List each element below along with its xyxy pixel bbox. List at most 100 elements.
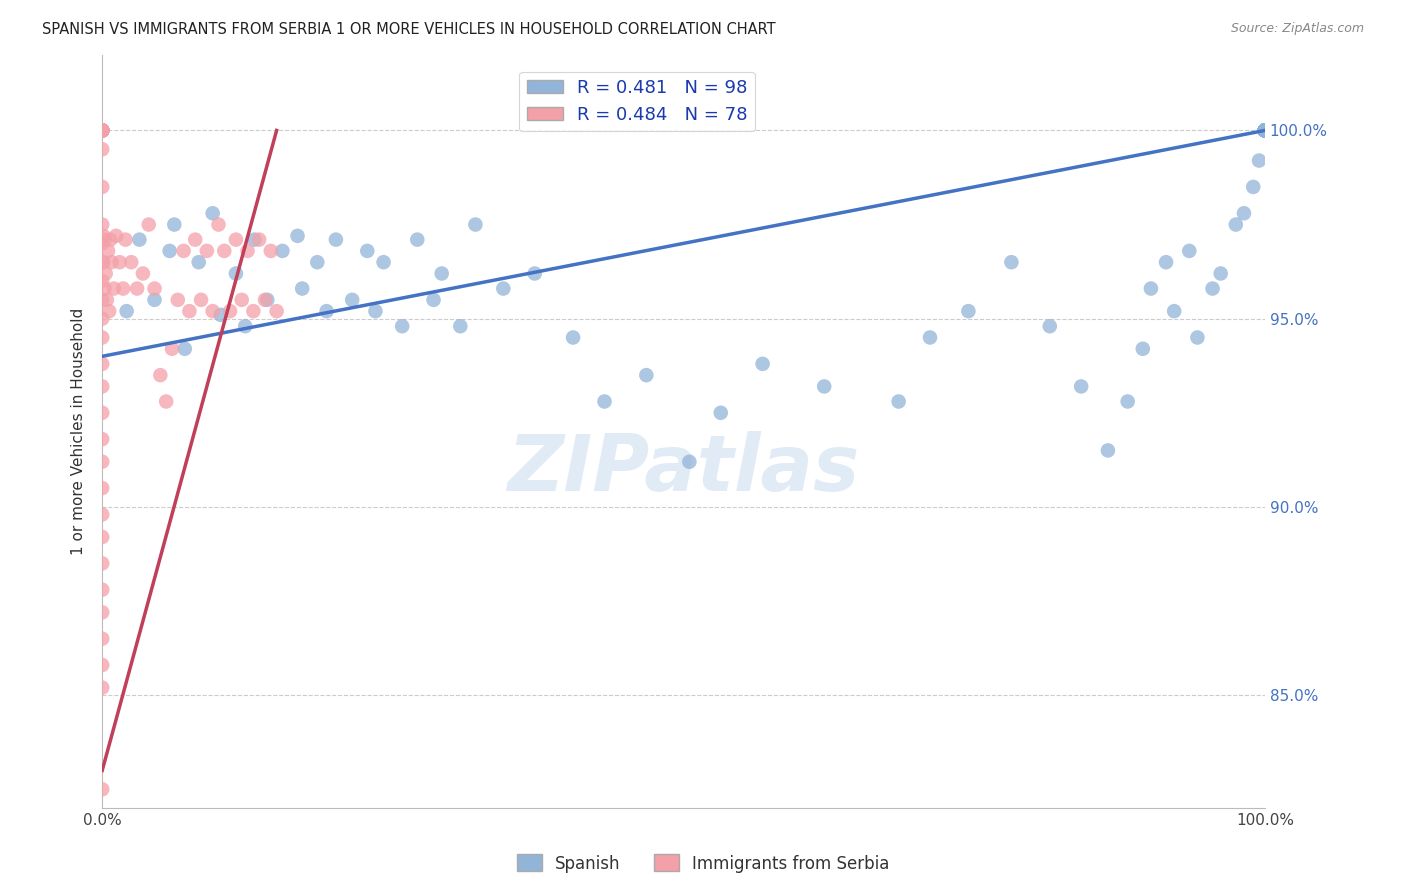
- Point: [242, 304, 264, 318]
- Point: [315, 304, 337, 318]
- Point: [1254, 123, 1277, 137]
- Point: [253, 293, 276, 307]
- Point: [91, 658, 114, 673]
- Point: [91, 123, 114, 137]
- Point: [1201, 281, 1223, 295]
- Point: [1254, 123, 1277, 137]
- Text: SPANISH VS IMMIGRANTS FROM SERBIA 1 OR MORE VEHICLES IN HOUSEHOLD CORRELATION CH: SPANISH VS IMMIGRANTS FROM SERBIA 1 OR M…: [42, 22, 776, 37]
- Point: [91, 379, 114, 393]
- Point: [1254, 123, 1277, 137]
- Point: [96, 293, 118, 307]
- Point: [1254, 123, 1277, 137]
- Point: [91, 632, 114, 646]
- Point: [751, 357, 773, 371]
- Point: [1254, 123, 1277, 137]
- Point: [91, 293, 114, 307]
- Point: [201, 304, 224, 318]
- Point: [91, 311, 114, 326]
- Point: [231, 293, 253, 307]
- Point: [159, 244, 181, 258]
- Point: [214, 244, 236, 258]
- Point: [1163, 304, 1185, 318]
- Point: [449, 319, 471, 334]
- Point: [207, 218, 229, 232]
- Point: [1254, 123, 1277, 137]
- Point: [678, 455, 700, 469]
- Point: [1070, 379, 1092, 393]
- Point: [91, 605, 114, 619]
- Point: [523, 267, 546, 281]
- Point: [247, 233, 270, 247]
- Point: [918, 330, 941, 344]
- Point: [1254, 123, 1277, 137]
- Point: [1254, 123, 1277, 137]
- Point: [91, 123, 114, 137]
- Point: [1254, 123, 1277, 137]
- Point: [91, 557, 114, 571]
- Point: [163, 218, 186, 232]
- Point: [243, 233, 266, 247]
- Point: [91, 274, 114, 288]
- Point: [1132, 342, 1154, 356]
- Point: [430, 267, 453, 281]
- Point: [364, 304, 387, 318]
- Point: [91, 123, 114, 137]
- Point: [100, 255, 122, 269]
- Point: [173, 342, 195, 356]
- Point: [187, 255, 209, 269]
- Point: [307, 255, 329, 269]
- Point: [1254, 123, 1277, 137]
- Point: [1254, 123, 1277, 137]
- Point: [1254, 123, 1277, 137]
- Text: Source: ZipAtlas.com: Source: ZipAtlas.com: [1230, 22, 1364, 36]
- Point: [391, 319, 413, 334]
- Point: [271, 244, 294, 258]
- Point: [98, 233, 121, 247]
- Point: [1254, 123, 1277, 137]
- Point: [260, 244, 283, 258]
- Point: [91, 123, 114, 137]
- Point: [1178, 244, 1201, 258]
- Point: [91, 236, 114, 251]
- Point: [91, 180, 114, 194]
- Point: [256, 293, 278, 307]
- Point: [120, 255, 142, 269]
- Point: [132, 267, 155, 281]
- Point: [1209, 267, 1232, 281]
- Point: [143, 293, 166, 307]
- Point: [1254, 123, 1277, 137]
- Point: [91, 123, 114, 137]
- Point: [422, 293, 444, 307]
- Point: [1241, 180, 1264, 194]
- Point: [1254, 123, 1277, 137]
- Point: [406, 233, 429, 247]
- Point: [91, 123, 114, 137]
- Point: [91, 123, 114, 137]
- Point: [91, 123, 114, 137]
- Text: ZIPatlas: ZIPatlas: [508, 431, 859, 508]
- Point: [225, 233, 247, 247]
- Point: [160, 342, 183, 356]
- Point: [184, 233, 207, 247]
- Point: [143, 281, 166, 295]
- Point: [291, 281, 314, 295]
- Point: [1097, 443, 1119, 458]
- Point: [93, 281, 115, 295]
- Point: [195, 244, 218, 258]
- Point: [209, 308, 232, 322]
- Point: [103, 281, 125, 295]
- Point: [1254, 123, 1277, 137]
- Point: [1039, 319, 1062, 334]
- Point: [1254, 123, 1277, 137]
- Point: [127, 281, 149, 295]
- Point: [149, 368, 172, 383]
- Point: [1254, 123, 1277, 137]
- Point: [356, 244, 378, 258]
- Point: [1225, 218, 1247, 232]
- Point: [91, 782, 114, 797]
- Point: [91, 255, 114, 269]
- Point: [91, 123, 114, 137]
- Point: [1254, 123, 1277, 137]
- Point: [325, 233, 347, 247]
- Point: [1254, 123, 1277, 137]
